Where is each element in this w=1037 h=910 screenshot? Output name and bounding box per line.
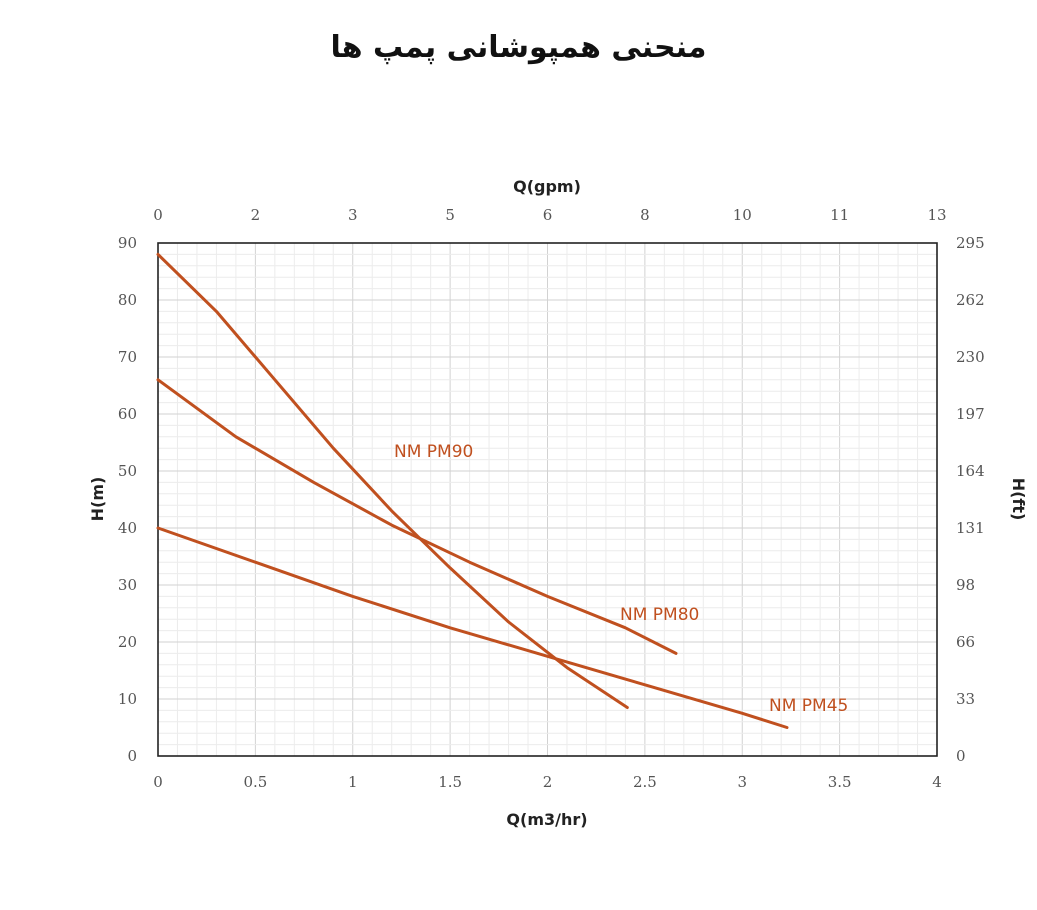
x-tick-label-top: 0 [153,206,163,224]
x-tick-label-top: 5 [445,206,455,224]
x-tick-label-top: 10 [733,206,752,224]
y-tick-label-right: 98 [956,576,975,594]
x-tick-label-bottom: 3.5 [828,773,852,791]
x-axis-title-bottom: Q(m3/hr) [506,810,587,829]
y-tick-label-left: 90 [118,234,137,252]
series-label-pm90: NM PM90 [394,442,473,462]
y-axis-title-left: H(m) [88,477,107,522]
y-tick-label-right: 131 [956,519,985,537]
x-tick-label-bottom: 2 [543,773,553,791]
series-line-2 [156,526,789,729]
series-lines [156,252,789,729]
series-label-pm45: NM PM45 [769,696,848,716]
y-tick-label-left: 50 [118,462,137,480]
x-tick-label-top: 3 [348,206,358,224]
y-tick-label-right: 66 [956,633,975,651]
x-tick-label-bottom: 4 [932,773,942,791]
y-tick-label-right: 33 [956,690,975,708]
series-line-1 [156,378,678,655]
y-tick-label-right: 230 [956,348,985,366]
series-label-pm80: NM PM80 [620,605,699,625]
x-axis-title-top: Q(gpm) [513,177,581,196]
x-tick-label-bottom: 1 [348,773,358,791]
x-tick-label-bottom: 2.5 [633,773,657,791]
x-tick-label-bottom: 1.5 [438,773,462,791]
x-tick-label-top: 11 [830,206,849,224]
y-tick-label-left: 60 [118,405,137,423]
y-tick-label-right: 295 [956,234,985,252]
y-tick-label-left: 0 [127,747,137,765]
y-tick-label-right: 0 [956,747,966,765]
y-tick-label-right: 197 [956,405,985,423]
x-tick-label-top: 2 [251,206,261,224]
y-tick-label-left: 30 [118,576,137,594]
y-axis-title-right: H(ft) [1009,478,1028,521]
x-tick-label-bottom: 0.5 [243,773,267,791]
x-tick-label-top: 8 [640,206,650,224]
tick-labels: 0 0.5 1 1.5 2 2.5 3 3.5 40 2 3 5 6 8 10 11 1301020304050… [118,206,985,791]
x-tick-label-bottom: 3 [737,773,747,791]
y-tick-label-right: 262 [956,291,985,309]
x-tick-label-top: 13 [927,206,946,224]
series-line-0 [156,252,629,709]
grid [158,243,937,756]
y-tick-label-right: 164 [956,462,985,480]
plot-frame [157,242,938,757]
y-tick-label-left: 70 [118,348,137,366]
y-tick-label-left: 80 [118,291,137,309]
y-tick-label-left: 10 [118,690,137,708]
page-title: منحنی همپوشانی پمپ ها [330,30,707,65]
y-tick-label-left: 40 [118,519,137,537]
x-tick-label-bottom: 0 [153,773,163,791]
x-tick-label-top: 6 [543,206,553,224]
y-tick-label-left: 20 [118,633,137,651]
